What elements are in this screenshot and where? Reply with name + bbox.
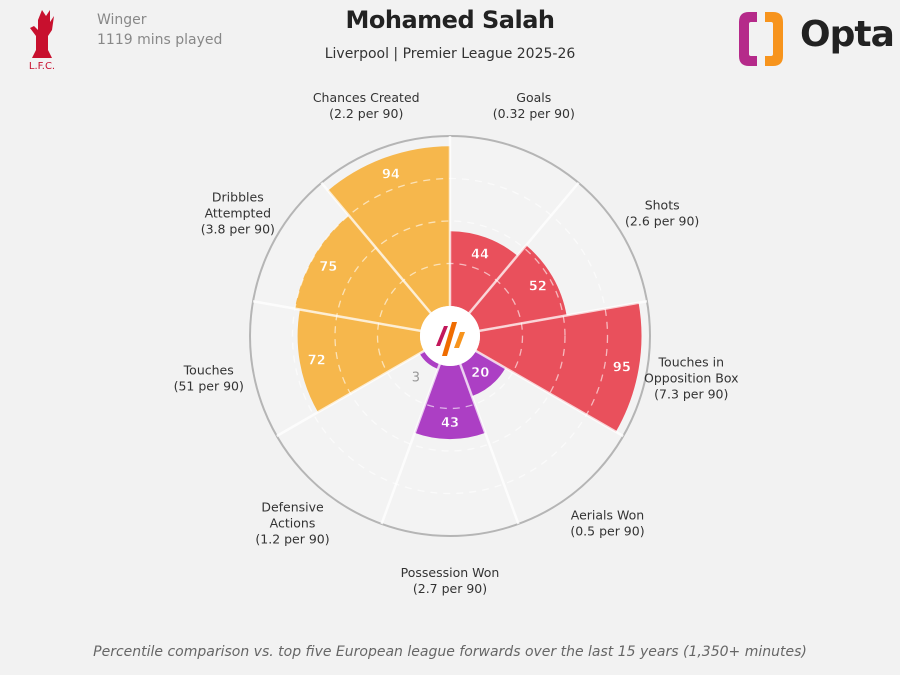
value-label: 20	[471, 366, 489, 381]
category-label-line: (51 per 90)	[174, 379, 244, 394]
logo-stroke	[442, 322, 457, 356]
category-label: Chances Created (2.2 per 90)	[313, 90, 420, 121]
divider-line	[448, 335, 520, 525]
opta-brand-text: Opta	[800, 14, 895, 55]
category-label-line: Goals	[516, 90, 551, 105]
slice-4	[414, 364, 486, 440]
category-label-line: (2.2 per 90)	[329, 106, 403, 121]
center-logo-icon	[436, 322, 465, 356]
value-label: 75	[319, 260, 337, 275]
category-label-line: Touches in	[658, 355, 724, 370]
player-position: Winger	[97, 12, 147, 28]
category-label-line: (1.2 per 90)	[255, 532, 329, 547]
category-label-line: (0.5 per 90)	[570, 524, 644, 539]
category-label-line: (2.6 per 90)	[625, 214, 699, 229]
category-label-line: Chances Created	[313, 90, 420, 105]
divider-line	[449, 334, 624, 438]
svg-text:L.F.C.: L.F.C.	[29, 61, 55, 72]
divider-line	[320, 181, 451, 337]
slice-1	[469, 245, 567, 331]
divider-line	[449, 300, 648, 338]
divider-line	[276, 334, 451, 438]
category-label: Dribbles Attempted (3.8 per 90)	[201, 190, 275, 237]
value-label: 44	[471, 247, 489, 262]
opta-logo-icon	[739, 12, 783, 66]
category-label: Possession Won (2.7 per 90)	[401, 565, 500, 596]
category-label-line: Attempted	[205, 206, 271, 221]
slice-5	[419, 351, 440, 369]
category-label: Aerials Won (0.5 per 90)	[570, 508, 644, 539]
slice-6	[297, 309, 425, 413]
value-label: 52	[529, 279, 547, 294]
category-label-line: Opposition Box	[644, 371, 739, 386]
category-label-line: Aerials Won	[571, 508, 644, 523]
category-label-line: Possession Won	[401, 565, 500, 580]
slice-2	[475, 302, 642, 432]
category-label: Goals (0.32 per 90)	[493, 90, 575, 121]
footnote: Percentile comparison vs. top five Europ…	[93, 644, 807, 660]
category-label-line: (7.3 per 90)	[654, 387, 728, 402]
player-info: Winger 1119 mins played	[97, 10, 222, 50]
category-label: Touches in Opposition Box (7.3 per 90)	[644, 355, 739, 402]
page-title: Mohamed Salah	[345, 6, 555, 34]
minutes-played: 1119 mins played	[97, 32, 223, 48]
gridline-50	[334, 220, 566, 452]
value-label: 3	[412, 371, 420, 386]
divider-line	[449, 181, 580, 337]
category-label: Defensive Actions (1.2 per 90)	[255, 500, 329, 547]
slice-0	[450, 231, 518, 314]
category-label-line: Actions	[270, 516, 316, 531]
value-label: 94	[382, 168, 400, 183]
category-label-line: (0.32 per 90)	[493, 106, 575, 121]
value-label: 43	[441, 416, 459, 431]
category-label-line: Shots	[645, 198, 680, 213]
category-label: Shots (2.6 per 90)	[625, 198, 699, 229]
page-subtitle: Liverpool | Premier League 2025-26	[324, 46, 576, 62]
divider-line	[252, 300, 451, 338]
category-label-line: (3.8 per 90)	[201, 222, 275, 237]
value-label: 95	[613, 360, 631, 375]
logo-stroke	[454, 332, 465, 348]
category-label-line: (2.7 per 90)	[413, 581, 487, 596]
category-label-line: Dribbles	[212, 190, 264, 205]
slice-8	[327, 146, 450, 314]
liverpool-crest-logo: L.F.C.	[29, 10, 55, 72]
divider-line	[380, 335, 452, 525]
logo-stroke	[436, 326, 448, 346]
value-label: 72	[308, 354, 326, 369]
slice-7	[294, 215, 431, 331]
category-label-line: Defensive	[261, 500, 324, 515]
category-label: Touches (51 per 90)	[174, 363, 244, 394]
category-label-line: Touches	[183, 363, 234, 378]
